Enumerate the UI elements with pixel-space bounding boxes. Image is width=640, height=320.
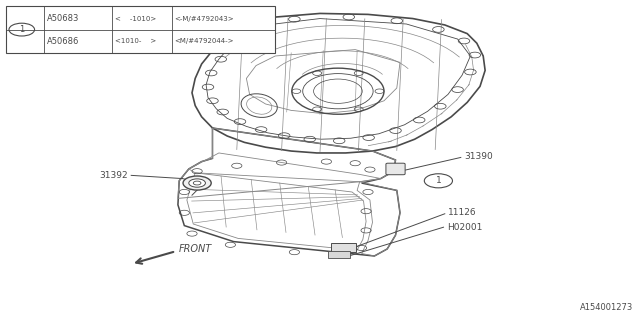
Text: 1: 1: [19, 25, 24, 34]
Circle shape: [9, 23, 35, 36]
FancyBboxPatch shape: [331, 243, 356, 252]
Text: <M/#4792044->: <M/#4792044->: [175, 38, 234, 44]
Text: A154001273: A154001273: [580, 303, 634, 312]
Text: <1010-    >: <1010- >: [115, 38, 156, 44]
Text: 31390: 31390: [464, 152, 493, 161]
FancyBboxPatch shape: [386, 163, 405, 175]
Circle shape: [183, 176, 211, 190]
Text: H02001: H02001: [447, 223, 482, 232]
Text: A50683: A50683: [47, 14, 79, 23]
Text: <    -1010>: < -1010>: [115, 16, 156, 22]
FancyBboxPatch shape: [6, 6, 275, 53]
Text: <-M/#4792043>: <-M/#4792043>: [175, 16, 234, 22]
Text: FRONT: FRONT: [179, 244, 212, 254]
Text: 31392: 31392: [99, 171, 128, 180]
FancyBboxPatch shape: [328, 251, 350, 258]
Text: 1: 1: [436, 176, 441, 185]
Text: 11126: 11126: [448, 208, 477, 217]
Text: A50686: A50686: [47, 37, 79, 46]
Circle shape: [189, 179, 205, 187]
